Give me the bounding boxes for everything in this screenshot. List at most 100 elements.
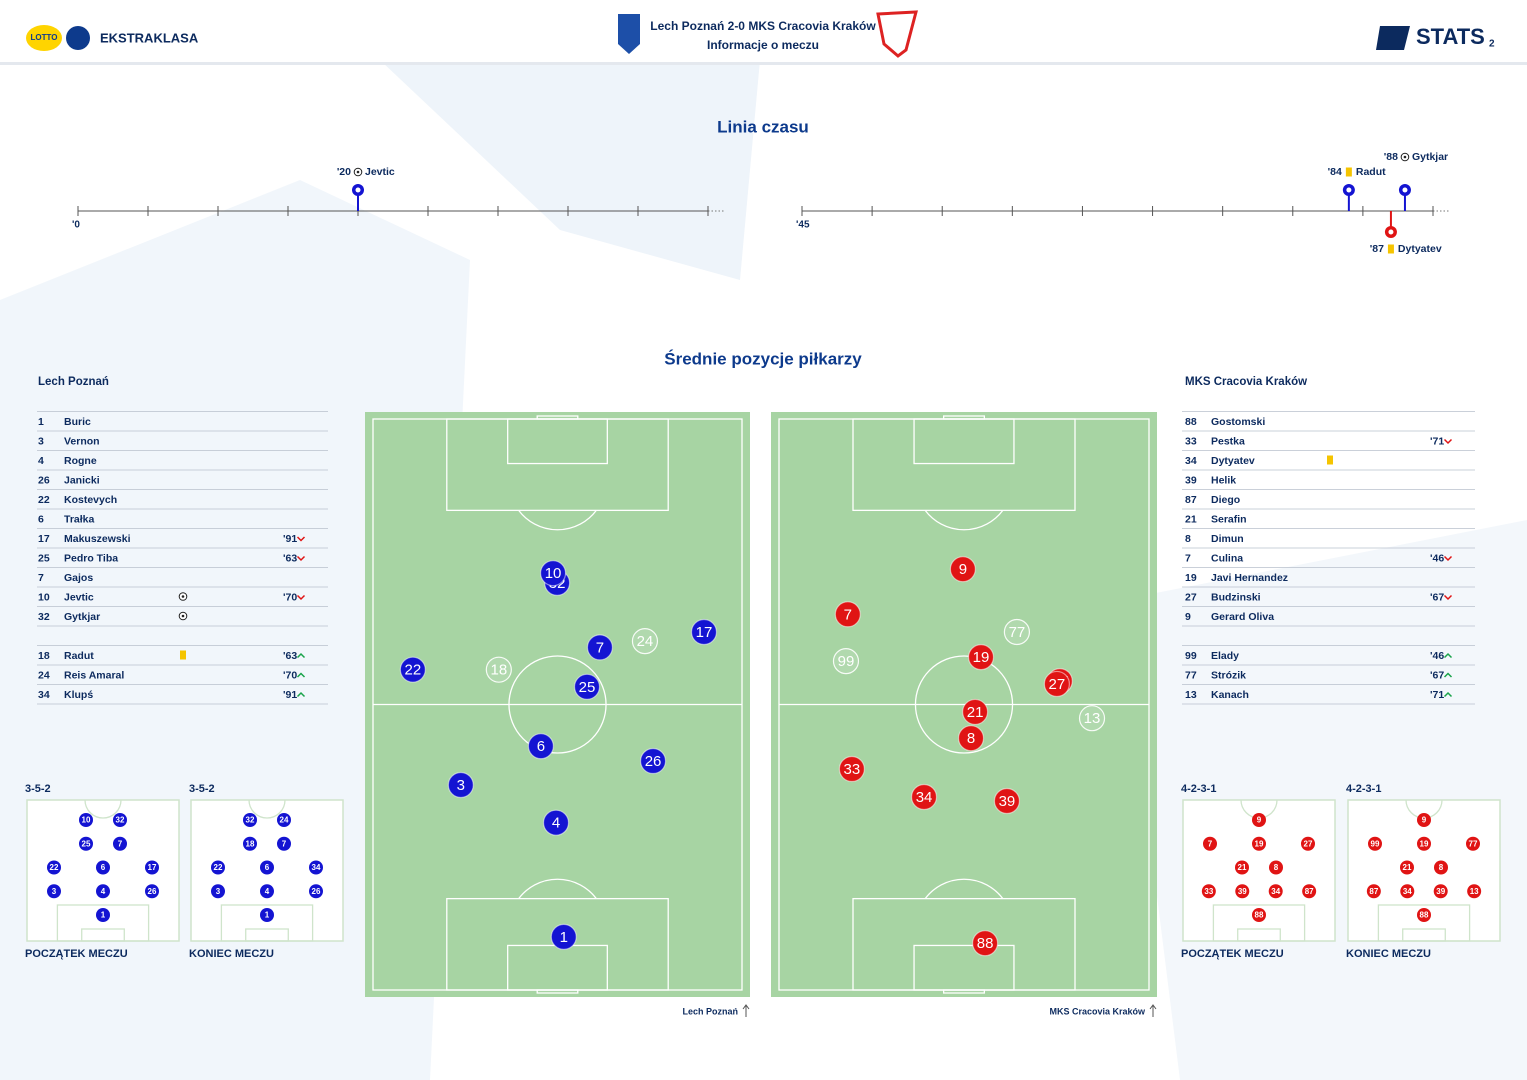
player-number: 17 [696,624,713,641]
player-number: 26 [38,474,50,486]
sub-out-arrow [296,536,306,542]
mini-player-number: 34 [312,863,321,872]
page-number: 2 [1489,39,1495,50]
mini-centre-circle [84,799,122,819]
player-name: Gytkjar [64,611,100,623]
formation-label: 4-2-3-1 [1181,783,1216,795]
mini-player-number: 1 [265,911,270,920]
mini-player-number: 4 [265,887,270,896]
sub-in-arrow [296,691,306,698]
player-marker [542,809,570,836]
player-marker [1003,618,1031,646]
formation-label: 3-5-2 [189,783,215,795]
team-name: MKS Cracovia Kraków [1185,376,1307,388]
player-number: 21 [1185,513,1197,525]
mini-player [211,884,225,899]
mini-player-number: 21 [1238,863,1247,872]
player-marker [957,725,985,752]
player-number: 34 [38,689,50,701]
player-name: Makuszewski [64,533,131,545]
sub-minute: '91 [283,533,297,545]
sub-minute: '46 [1430,552,1444,564]
formation-caption: KONIEC MECZU [189,948,274,960]
player-name: Gostomski [1211,416,1265,428]
team-name: Lech Poznań [38,376,109,388]
mini-player [260,884,274,899]
mini-player-number: 19 [1255,839,1264,848]
mini-player-number: 39 [1436,887,1445,896]
player-name: Pestka [1211,435,1245,447]
yellow-card [1387,244,1394,254]
event-pin-core [1402,187,1408,193]
penalty-arc [924,878,1004,900]
mini-player-number: 13 [1470,887,1479,896]
mini-player [1268,884,1283,899]
header-band [0,0,1527,62]
positions-title: Średnie pozycje piłkarzy [664,349,862,368]
mini-player [1302,884,1317,899]
mini-goal-area [1402,928,1446,942]
mini-player [1417,836,1431,851]
player-number: 4 [552,815,560,832]
sub-minute: '70 [283,669,297,681]
player-number: 3 [38,435,44,447]
player-number: 3 [457,777,465,794]
mini-player-number: 9 [1422,816,1427,825]
player-marker [971,930,999,957]
mini-player [113,836,127,851]
player-number: 24 [637,633,654,650]
mini-player-number: 8 [1274,863,1279,872]
centre-circle [508,655,607,754]
mini-player [1366,884,1381,899]
player-name: Elady [1211,650,1239,662]
mini-player [1252,836,1266,851]
player-number: 7 [596,639,604,656]
mini-player [1417,908,1431,922]
player-number: 13 [1084,710,1101,727]
player-marker [967,644,995,671]
player-name: Kostevych [64,494,117,506]
header-shadow [0,62,1527,65]
mini-player [260,908,274,922]
mini-player-number: 77 [1469,839,1478,848]
mini-player [1235,884,1250,899]
mini-player-number: 9 [1257,816,1262,825]
player-number: 13 [1185,689,1197,701]
mini-player-number: 18 [246,839,255,848]
player-number: 18 [38,650,50,662]
mini-player-number: 34 [1271,887,1280,896]
player-name: Buric [64,416,91,428]
mini-player-number: 88 [1420,911,1429,920]
mini-player [309,860,323,875]
home-crest [618,14,640,54]
sponsor: LOTTO [31,33,58,42]
player-name: Janicki [64,474,100,486]
yellow-card [1345,167,1352,177]
sub-in-arrow [1443,652,1453,659]
mini-player-number: 6 [101,863,106,872]
mini-player [1400,860,1414,875]
sub-minute: '91 [283,689,297,701]
player-name: Gerard Oliva [1211,611,1274,623]
player-name: Vernon [64,435,100,447]
player-marker [399,656,426,683]
mini-player-number: 3 [216,887,221,896]
event-minute: '20 [337,166,351,178]
player-number: 27 [1049,676,1066,693]
sub-out-arrow [296,594,306,601]
mini-player [96,884,110,899]
mini-player [1417,813,1431,827]
player-number: 7 [844,606,852,623]
player-number: 39 [999,793,1016,810]
player-number: 19 [1185,572,1197,584]
mini-player [79,813,93,827]
player-name: Dytyatev [1211,455,1255,467]
player-number: 9 [959,561,967,578]
event-minute: '88 [1384,151,1398,163]
player-name: Gajos [64,572,93,584]
attack-arrow [742,1004,750,1017]
mini-player-number: 3 [52,887,57,896]
mini-player-number: 27 [1304,839,1313,848]
mini-player-number: 87 [1305,887,1314,896]
